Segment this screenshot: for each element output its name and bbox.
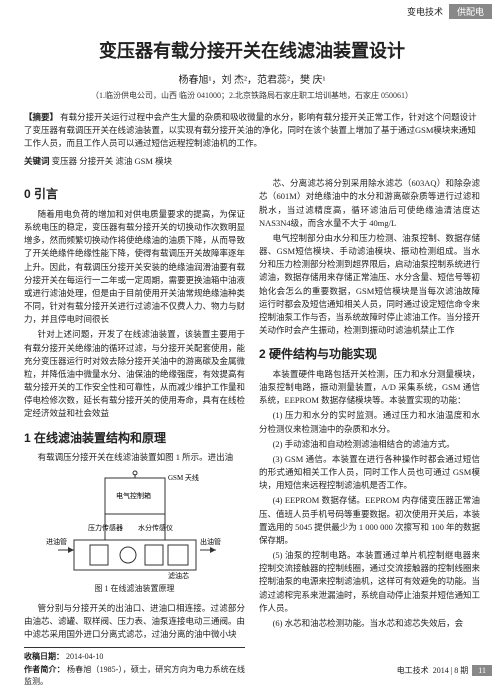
page-number: 11: [472, 665, 492, 676]
svg-text:GSM 天线: GSM 天线: [168, 473, 199, 482]
svg-text:出油管: 出油管: [200, 537, 221, 546]
svg-text:电气控制箱: 电气控制箱: [116, 491, 151, 500]
year-issue: 2014 | 8 期: [433, 665, 469, 676]
right-column: 芯、分离滤芯将分别采用除水滤芯（603AQ）和除杂滤芯（601M）对绝缘油中的水…: [259, 177, 480, 688]
abstract: 【摘要】 有载分接开关运行过程中会产生大量的杂质和吸收微量的水分，影响有载分接开…: [24, 111, 480, 149]
abstract-text: 有载分接开关运行过程中会产生大量的杂质和吸收微量的水分，影响有载分接开关正常工作…: [24, 112, 477, 148]
abstract-label: 【摘要】: [24, 112, 58, 122]
para-0-1: 随着用电负荷的增加和对供电质量要求的提高，为保证系统电压的稳定，变压器有载分接开…: [24, 208, 245, 327]
svg-text:水分传感仪: 水分传感仪: [138, 523, 173, 532]
author-bio: 作者简介： 杨春旭（1985-），硕士，研究方向为电力系统在线监测。: [24, 664, 245, 688]
columns: 0 引言 随着用电负荷的增加和对供电质量要求的提高，为保证系统电压的稳定，变压器…: [24, 177, 480, 688]
journal-name: 电工技术: [397, 665, 429, 676]
received-date: 收稿日期： 2014-04-10: [24, 651, 245, 663]
figure-caption: 图 1 在线滤油装置原理: [24, 583, 245, 595]
footnote-line: [24, 647, 245, 648]
keywords: 关键词 变压器 分接开关 滤油 GSM 模块: [24, 155, 480, 167]
para-1-1: 管分别与分接开关的出油口、进油口相连接。过滤部分由油芯、滤罐、取样阀、压力表、油…: [24, 602, 245, 642]
section-1: 1 在线滤油装置结构和原理: [24, 429, 245, 448]
figure-svg: GSM 天线 电气控制箱 进油管 压力传感器 水分传感仪 出油管 滤油芯: [40, 470, 230, 580]
keywords-text: 变压器 分接开关 滤油 GSM 模块: [52, 156, 172, 166]
para-2-5: (4) EEPROM 数据存储。EEPROM 内存储变压器正常油压、值班人员手机…: [259, 494, 480, 547]
authors: 杨春旭¹，刘 杰²，范君蕊²，樊 庆¹: [0, 71, 504, 86]
keywords-label: 关键词: [24, 156, 50, 166]
header-category: 变电技术: [407, 5, 443, 18]
para-r2: 电气控制部分由水分和压力检测、油泵控制、数据存储器、GSM短信模块、手动滤油模块…: [259, 232, 480, 337]
figure-1: GSM 天线 电气控制箱 进油管 压力传感器 水分传感仪 出油管 滤油芯 图 1: [24, 470, 245, 595]
para-r1: 芯、分离滤芯将分别采用除水滤芯（603AQ）和除杂滤芯（601M）对绝缘油中的水…: [259, 177, 480, 230]
para-2-2: (1) 压力和水分的实时监测。通过压力和水油温度和水分检测仪来检测油中的杂质和水…: [259, 409, 480, 435]
recv-label: 收稿日期：: [24, 652, 64, 661]
para-2-1: 本装置硬件电路包括开关检测，压力和水分测量模块，油泵控制电路，振动测量装置，A/…: [259, 368, 480, 408]
page-footer: 电工技术 2014 | 8 期 11: [397, 665, 492, 676]
svg-text:压力传感器: 压力传感器: [88, 523, 123, 532]
section-0: 0 引言: [24, 185, 245, 204]
para-2-3: (2) 手动滤油和自动检测滤油相结合的滤油方式。: [259, 438, 480, 451]
recv-date: 2014-04-10: [66, 652, 103, 661]
section-2: 2 硬件结构与功能实现: [259, 345, 480, 364]
svg-text:滤油芯: 滤油芯: [168, 571, 189, 580]
page-title: 变压器有载分接开关在线滤油装置设计: [0, 37, 504, 63]
para-1-intro: 有载调压分接开关在线滤油装置如图 1 所示。进出油: [24, 451, 245, 464]
svg-text:进油管: 进油管: [46, 537, 67, 546]
left-column: 0 引言 随着用电负荷的增加和对供电质量要求的提高，为保证系统电压的稳定，变压器…: [24, 177, 245, 688]
bio-label: 作者简介：: [24, 665, 65, 674]
affiliation: （1.临汾供电公司，山西 临汾 041000；2.北京铁路局石家庄职工培训基地，…: [0, 90, 504, 101]
para-2-4: (3) GSM 通信。本装置在进行各种操作时都会通过短信的形式通知相关工作人员，…: [259, 453, 480, 493]
para-0-2: 针对上述问题，开发了在线滤油装置，该装置主要用于有载分接开关绝缘油的循环过滤，与…: [24, 328, 245, 420]
header-bar: 变电技术 供配电: [0, 0, 504, 23]
para-2-7: (6) 水芯和油芯检测功能。当水芯和滤芯失效后，会: [259, 617, 480, 630]
para-2-6: (5) 油泵的控制电路。本装置通过单片机控制继电器来控制交流接触器的控制线圈，通…: [259, 549, 480, 615]
header-boxed: 供配电: [449, 4, 492, 19]
